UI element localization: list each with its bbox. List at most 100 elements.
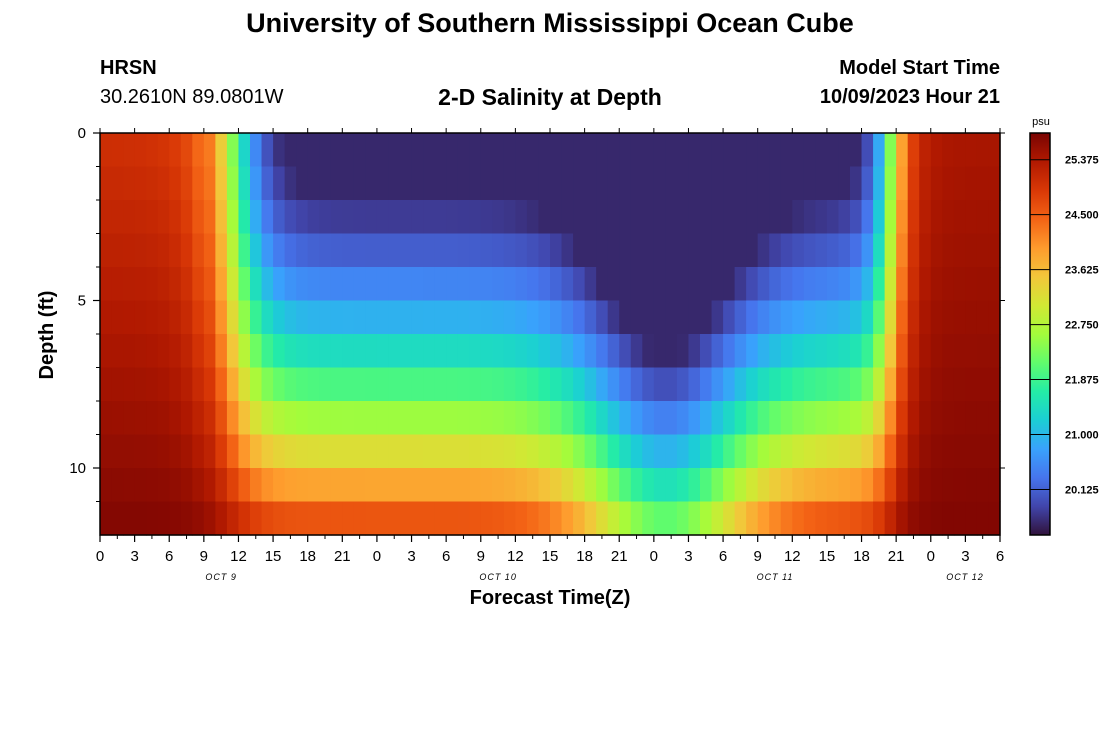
heatmap-cell — [400, 401, 413, 436]
heatmap-cell — [965, 367, 978, 402]
heatmap-cell — [861, 133, 874, 168]
heatmap-cell — [838, 300, 851, 335]
heatmap-cell — [423, 133, 436, 168]
heatmap-cell — [642, 200, 655, 235]
heatmap-cell — [653, 233, 666, 268]
heatmap-cell — [642, 501, 655, 536]
heatmap-cell — [803, 166, 816, 201]
heatmap-cell — [342, 434, 355, 469]
heatmap-cell — [492, 200, 505, 235]
heatmap-cell — [769, 434, 782, 469]
heatmap-cell — [365, 233, 378, 268]
heatmap-cell — [930, 367, 943, 402]
heatmap-cell — [792, 300, 805, 335]
heatmap-cell — [307, 334, 320, 369]
heatmap-cell — [411, 166, 424, 201]
heatmap-cell — [480, 133, 493, 168]
heatmap-cell — [503, 401, 516, 436]
heatmap-cell — [550, 267, 563, 302]
heatmap-cell — [596, 434, 609, 469]
heatmap-cell — [769, 233, 782, 268]
heatmap-cell — [515, 133, 528, 168]
heatmap-cell — [630, 334, 643, 369]
heatmap-cell — [688, 367, 701, 402]
heatmap-cell — [503, 233, 516, 268]
heatmap-cell — [123, 133, 136, 168]
heatmap-cell — [250, 300, 263, 335]
heatmap-cell — [203, 401, 216, 436]
heatmap-cell — [907, 300, 920, 335]
heatmap-cell — [711, 501, 724, 536]
heatmap-cell — [342, 166, 355, 201]
heatmap-cell — [226, 233, 240, 268]
heatmap-cell — [907, 401, 920, 436]
heatmap-cell — [792, 501, 805, 536]
heatmap-cell — [411, 401, 424, 436]
heatmap-cell — [400, 334, 413, 369]
heatmap-cell — [492, 401, 505, 436]
heatmap-cell — [296, 434, 309, 469]
heatmap-cell — [353, 200, 366, 235]
heatmap-cell — [861, 200, 874, 235]
heatmap-cell — [330, 166, 343, 201]
x-tick-label: 18 — [576, 548, 593, 565]
heatmap-cell — [388, 300, 401, 335]
heatmap-cell — [146, 367, 159, 402]
heatmap-cell — [942, 133, 955, 168]
heatmap-cell — [642, 401, 655, 436]
heatmap-cell — [619, 267, 632, 302]
heatmap-cell — [388, 267, 401, 302]
heatmap-cell — [584, 267, 597, 302]
heatmap-cell — [619, 401, 632, 436]
heatmap-cell — [976, 133, 990, 168]
heatmap-cell — [238, 166, 251, 201]
heatmap-cell — [792, 166, 805, 201]
heatmap-cell — [169, 434, 182, 469]
heatmap-cell — [100, 166, 113, 201]
heatmap-cell — [734, 300, 747, 335]
heatmap-cell — [792, 267, 805, 302]
heatmap-cell — [746, 367, 759, 402]
heatmap-cell — [653, 434, 666, 469]
heatmap-cell — [757, 468, 770, 503]
heatmap-cell — [896, 468, 909, 503]
heatmap-cell — [769, 166, 782, 201]
x-tick-label: 3 — [130, 548, 138, 565]
heatmap-cell — [988, 367, 1001, 402]
heatmap-cell — [330, 233, 343, 268]
heatmap-cell — [503, 267, 516, 302]
heatmap-cell — [111, 401, 124, 436]
heatmap-cell — [850, 233, 863, 268]
heatmap-cell — [746, 401, 759, 436]
heatmap-cell — [607, 367, 620, 402]
heatmap-cell — [919, 233, 932, 268]
heatmap-cell — [976, 300, 990, 335]
heatmap-cell — [376, 233, 390, 268]
heatmap-cell — [850, 468, 863, 503]
heatmap-cell — [942, 166, 955, 201]
heatmap-cell — [988, 166, 1001, 201]
heatmap-cell — [180, 401, 193, 436]
heatmap-cell — [861, 501, 874, 536]
heatmap-cell — [653, 367, 666, 402]
heatmap-cell — [434, 200, 447, 235]
heatmap-cell — [965, 300, 978, 335]
heatmap-cell — [976, 233, 990, 268]
heatmap-cell — [746, 468, 759, 503]
heatmap-cell — [146, 300, 159, 335]
heatmap-cell — [169, 233, 182, 268]
heatmap-cell — [734, 267, 747, 302]
heatmap-cell — [423, 434, 436, 469]
heatmap-cell — [965, 200, 978, 235]
heatmap-cell — [411, 200, 424, 235]
heatmap-cell — [376, 166, 390, 201]
heatmap-cell — [873, 367, 886, 402]
x-tick-label: 21 — [334, 548, 351, 565]
heatmap-cell — [526, 200, 540, 235]
heatmap-cell — [538, 300, 551, 335]
heatmap-cell — [157, 401, 170, 436]
heatmap-cell — [376, 300, 390, 335]
heatmap-cell — [503, 334, 516, 369]
heatmap-cell — [746, 267, 759, 302]
